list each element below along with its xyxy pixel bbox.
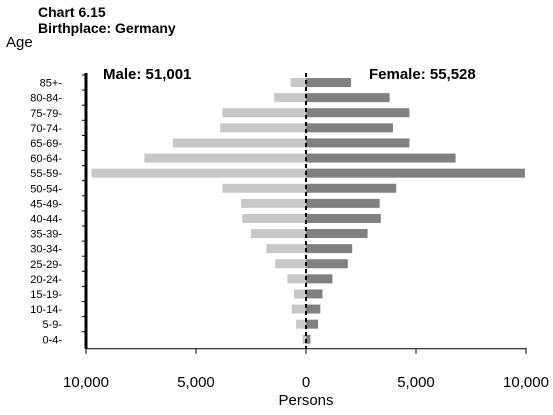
male-bar: [266, 244, 306, 254]
chart-subtitle: Birthplace: Germany: [38, 20, 176, 36]
male-bar: [220, 123, 306, 133]
male-bar: [275, 259, 306, 269]
female-bar: [306, 78, 352, 88]
category-label: 45-49-: [30, 198, 62, 210]
category-label: 85+-: [40, 78, 63, 90]
female-bar: [306, 334, 311, 344]
male-bar: [293, 289, 306, 299]
male-bar: [172, 138, 306, 148]
category-label: 65-69-: [30, 138, 62, 150]
female-bar: [306, 123, 393, 133]
male-bar: [296, 319, 306, 329]
category-label: 80-84-: [30, 93, 62, 105]
female-bar: [306, 259, 348, 269]
x-tick-label: 0: [302, 374, 310, 391]
male-bar: [302, 334, 306, 344]
female-bar: [306, 319, 319, 329]
female-bar: [306, 183, 397, 193]
male-bar: [222, 108, 306, 118]
category-label: 10-14-: [30, 304, 62, 316]
category-label: 40-44-: [30, 213, 62, 225]
female-bar: [306, 229, 368, 239]
category-label: 5-9-: [42, 319, 62, 331]
category-label: 50-54-: [30, 183, 62, 195]
male-bar: [242, 213, 306, 223]
male-bar: [144, 153, 306, 163]
female-bar: [306, 168, 525, 178]
female-bar: [306, 289, 323, 299]
legend-male: Male: 51,001: [103, 66, 192, 83]
category-label: 70-74-: [30, 123, 62, 135]
female-bar: [306, 153, 456, 163]
category-label: 60-64-: [30, 153, 62, 165]
category-label: 35-39-: [30, 229, 62, 241]
female-bar: [306, 244, 353, 254]
chart-title: Chart 6.15: [38, 4, 106, 20]
male-bar: [222, 183, 306, 193]
category-label: 20-24-: [30, 274, 62, 286]
x-tick-label: 10,000: [63, 374, 109, 391]
male-bar: [251, 229, 306, 239]
x-tick-label: 5,000: [397, 374, 435, 391]
female-bar: [306, 108, 410, 118]
female-bar: [306, 304, 321, 314]
male-bar: [91, 168, 306, 178]
x-tick-label: 10,000: [503, 374, 549, 391]
category-label: 75-79-: [30, 108, 62, 120]
x-axis-label: Persons: [278, 392, 334, 409]
female-bar: [306, 198, 380, 208]
category-label: 25-29-: [30, 259, 62, 271]
category-label: 55-59-: [30, 168, 62, 180]
x-tick-label: 5,000: [177, 374, 215, 391]
male-bar: [291, 304, 306, 314]
female-bar: [306, 138, 410, 148]
female-bar: [306, 274, 333, 284]
male-bar: [290, 78, 306, 88]
category-label: 15-19-: [30, 289, 62, 301]
female-bar: [306, 93, 390, 103]
male-bar: [241, 198, 306, 208]
female-bar: [306, 213, 381, 223]
male-bar: [287, 274, 306, 284]
category-label: 0-4-: [42, 334, 62, 346]
legend-female: Female: 55,528: [369, 66, 476, 83]
category-label: 30-34-: [30, 244, 62, 256]
y-axis-label: Age: [6, 34, 33, 51]
male-bar: [274, 93, 306, 103]
